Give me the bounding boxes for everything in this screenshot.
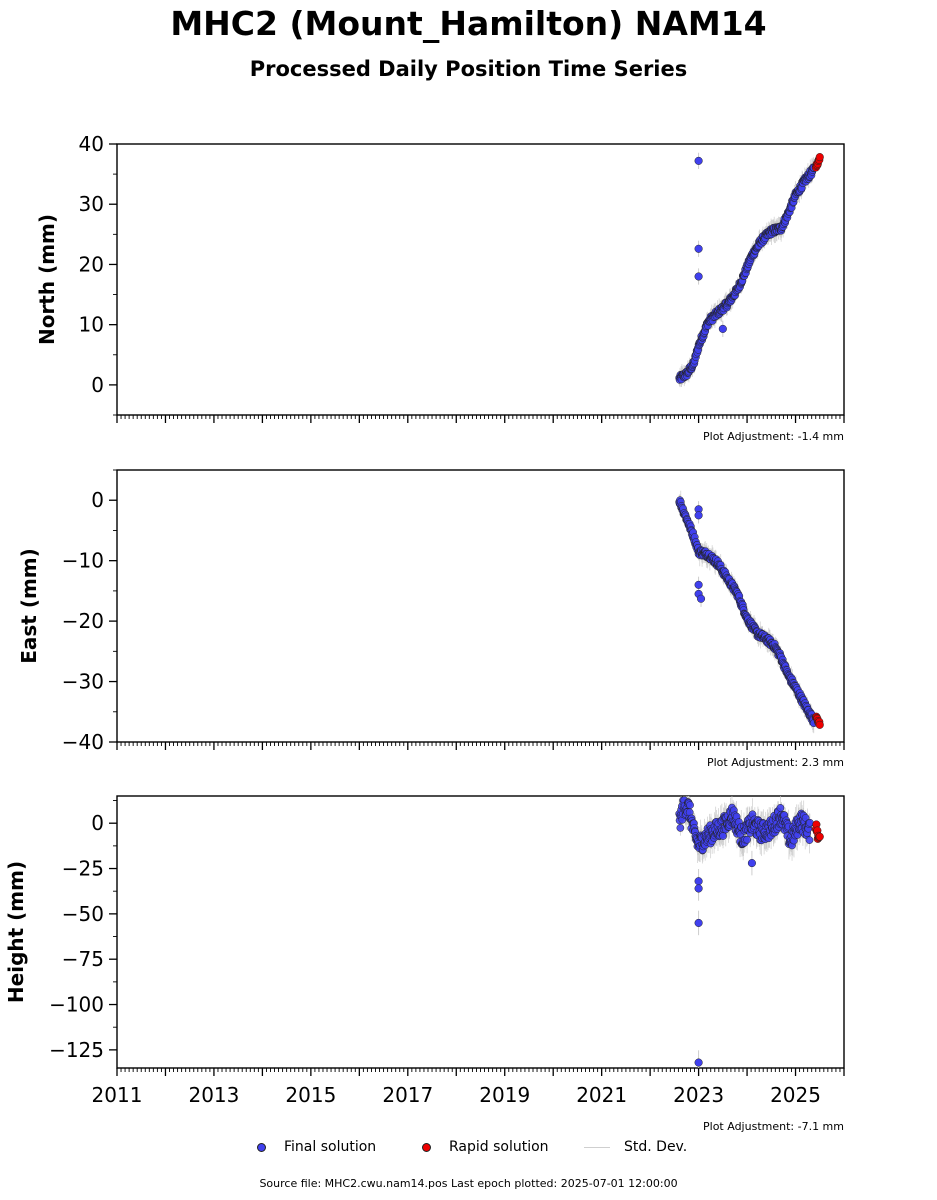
chart-subtitle: Processed Daily Position Time Series: [249, 57, 688, 81]
rapid-solution-point: [815, 153, 824, 162]
final-solution-point: [694, 877, 703, 886]
plot-adjustment-note: Plot Adjustment: 2.3 mm: [707, 756, 844, 769]
final-solution-point: [719, 832, 727, 840]
final-dot-icon: [257, 1142, 266, 1152]
y-tick-label: 20: [79, 252, 104, 276]
y-tick-label: −40: [62, 730, 104, 754]
legend-label-std: Std. Dev.: [624, 1139, 688, 1155]
final-solution-point: [694, 884, 703, 893]
data-layer: [675, 490, 824, 734]
plot-frame: [116, 469, 845, 743]
x-tick-label: 2019: [479, 1083, 530, 1107]
y-tick-label: 30: [79, 192, 104, 216]
y-tick-label: 40: [79, 132, 104, 156]
rapid-dot-icon: [422, 1142, 431, 1152]
y-tick-label: 0: [91, 488, 104, 512]
final-solution-point: [743, 835, 751, 844]
x-tick-label: 2017: [382, 1083, 433, 1107]
panel-north: 0 10 20 30 40 North (mm) Plot Adjustment: -1.4…: [35, 132, 845, 443]
final-solution-point: [805, 836, 814, 844]
x-tick-label: 2023: [673, 1083, 724, 1107]
y-tick-label: 0: [91, 373, 104, 397]
legend-item-final: Final solution: [257, 1136, 376, 1158]
legend-item-rapid: Rapid solution: [422, 1136, 549, 1158]
final-solution-point: [776, 804, 785, 812]
legend-item-std: Std. Dev.: [584, 1136, 687, 1158]
final-solution-point: [696, 594, 706, 603]
y-tick-label: −10: [62, 549, 104, 573]
y-tick-label: −125: [49, 1038, 104, 1062]
data-layer: [675, 796, 824, 1068]
source-note: Source file: MHC2.cwu.nam14.pos Last epo…: [259, 1177, 678, 1190]
final-solution-point: [694, 1058, 703, 1067]
panel-height: 2011 2013 2015 2017 2019 2021 2023 2025 −125 −100…: [4, 795, 845, 1133]
final-solution-point: [686, 801, 694, 809]
y-axis-label: Height (mm): [4, 861, 28, 1003]
y-tick-label: 10: [79, 313, 104, 337]
x-tick-label: 2013: [188, 1083, 239, 1107]
legend: Final solution Rapid solution Std. Dev.: [0, 1136, 937, 1158]
y-tick-label: −50: [62, 902, 104, 926]
panel-east: −40 −30 −20 −10 0 East (mm) Plot Adjustment: 2…: [17, 469, 845, 769]
final-solution-point: [694, 580, 703, 589]
final-solution-point: [694, 156, 703, 165]
y-axis-label: North (mm): [35, 214, 59, 345]
chart-title: MHC2 (Mount_Hamilton) NAM14: [170, 4, 767, 43]
x-tick-label: 2025: [770, 1083, 821, 1107]
plot-frame: [116, 143, 845, 416]
final-solution-point: [718, 324, 727, 333]
final-solution-point: [694, 272, 703, 281]
plot-adjustment-note: Plot Adjustment: -1.4 mm: [703, 430, 844, 443]
std-line-icon: [584, 1146, 610, 1148]
rapid-solution-point: [815, 832, 824, 841]
final-solution-point: [676, 824, 685, 832]
y-tick-label: −100: [49, 993, 104, 1017]
final-solution-point: [694, 244, 703, 253]
final-solution-point: [694, 918, 703, 927]
y-tick-label: −75: [62, 947, 104, 971]
y-tick-label: −25: [62, 857, 104, 881]
final-solution-point: [747, 859, 756, 868]
x-tick-label: 2015: [285, 1083, 336, 1107]
y-axis-label: East (mm): [17, 548, 41, 664]
legend-label-rapid: Rapid solution: [449, 1139, 549, 1155]
x-tick-label: 2011: [92, 1083, 143, 1107]
x-tick-label: 2021: [576, 1083, 627, 1107]
data-layer: [675, 152, 824, 388]
y-tick-label: 0: [91, 811, 104, 835]
y-tick-label: −20: [62, 609, 104, 633]
y-tick-label: −30: [62, 670, 104, 694]
legend-label-final: Final solution: [284, 1139, 377, 1155]
rapid-solution-point: [815, 720, 824, 729]
plot-adjustment-note: Plot Adjustment: -7.1 mm: [703, 1120, 844, 1133]
final-solution-point: [806, 818, 814, 827]
final-solution-point: [694, 511, 703, 520]
